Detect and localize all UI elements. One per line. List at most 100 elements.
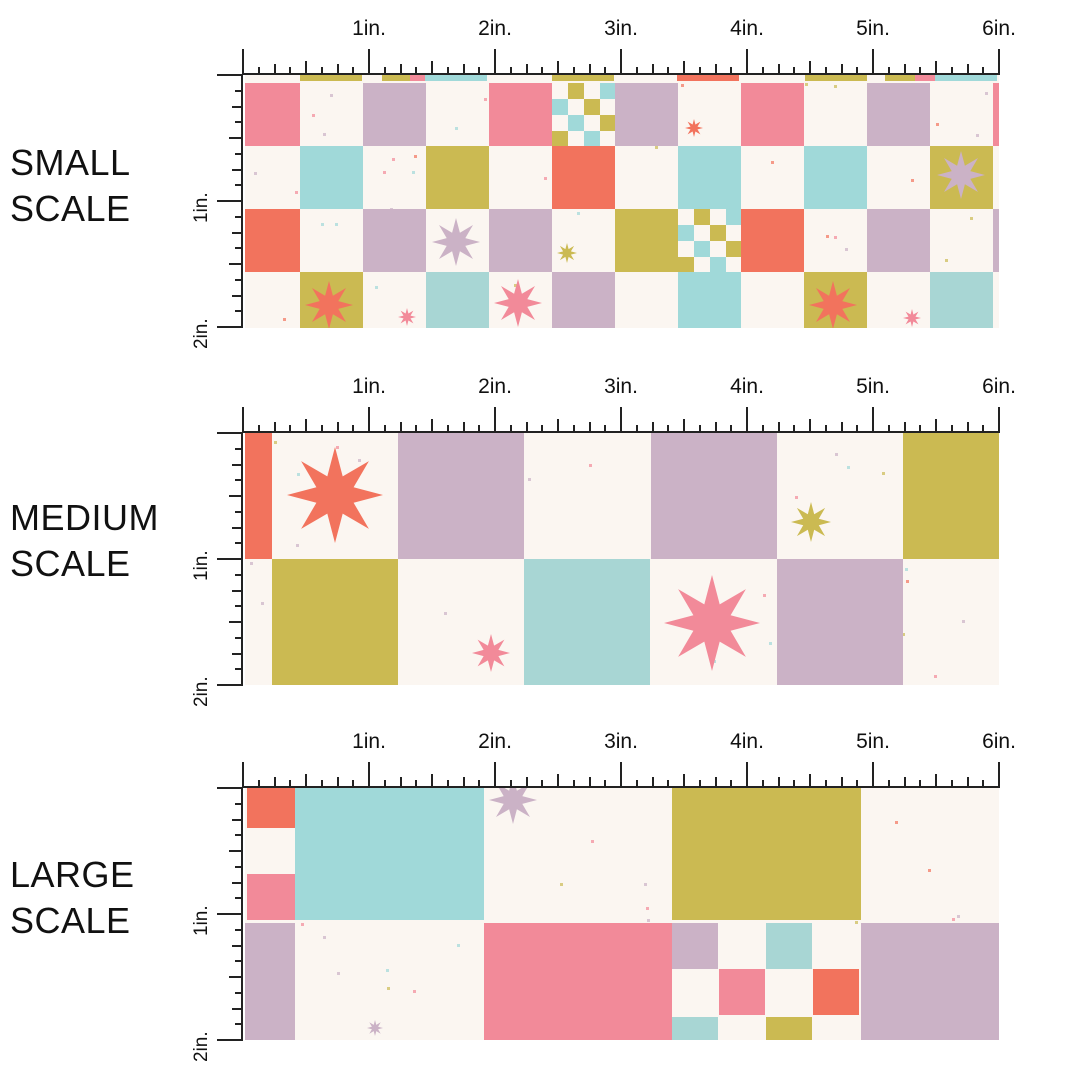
- ruler-tick: [336, 777, 339, 788]
- ruler-inch-label: 3in.: [604, 17, 638, 40]
- check-tile: [993, 83, 999, 146]
- ruler-tick: [809, 61, 811, 75]
- check-tile: [813, 969, 859, 1015]
- check-tile: [678, 146, 741, 209]
- ruler-tick: [730, 67, 733, 75]
- ruler-tick: [856, 425, 859, 433]
- speckle: [834, 453, 838, 457]
- ruler-tick: [541, 67, 544, 75]
- ruler-tick: [478, 67, 481, 75]
- speckle: [646, 918, 650, 922]
- check-tile: [426, 272, 489, 328]
- ruler-vertical-label: 1in.: [191, 550, 212, 581]
- ruler-tick: [824, 780, 827, 788]
- speckle: [560, 882, 564, 886]
- ruler-tick: [257, 780, 260, 788]
- ruler-tick: [604, 780, 607, 788]
- ruler-tick: [620, 762, 622, 788]
- speckle: [928, 869, 932, 873]
- speckle: [320, 222, 324, 226]
- speckle: [768, 642, 772, 646]
- eight-point-star-icon: [494, 279, 542, 327]
- check-tile: [930, 272, 993, 328]
- edge-strip: [935, 75, 997, 81]
- ruler-tick: [352, 67, 355, 75]
- ruler-tick: [651, 422, 654, 433]
- ruler-tick: [232, 463, 243, 466]
- mini-check-tile: [552, 83, 568, 99]
- ruler-tick: [446, 425, 449, 433]
- ruler-tick: [572, 780, 575, 788]
- ruler-tick: [935, 61, 937, 75]
- check-tile: [615, 83, 678, 146]
- ruler-tick: [235, 479, 243, 482]
- speckle: [970, 217, 974, 221]
- mini-check-tile: [694, 225, 710, 241]
- ruler-tick: [232, 231, 243, 234]
- speckle: [387, 986, 391, 990]
- ruler-tick: [235, 802, 243, 805]
- speckle: [961, 620, 965, 624]
- ruler-inch-label: 3in.: [604, 730, 638, 753]
- ruler-tick: [793, 780, 796, 788]
- ruler-tick: [651, 64, 654, 75]
- eight-point-star-icon: [809, 281, 857, 328]
- speckle: [382, 171, 386, 175]
- ruler-tick: [509, 67, 512, 75]
- eight-point-star-icon: [937, 151, 985, 199]
- speckle: [330, 94, 334, 98]
- speckle: [771, 160, 775, 164]
- ruler-tick: [235, 991, 243, 994]
- ruler-tick: [235, 89, 243, 92]
- ruler-inch-label: 6in.: [982, 17, 1016, 40]
- ruler-tick: [856, 780, 859, 788]
- small-scale-pattern: [245, 75, 999, 328]
- ruler-tick: [232, 1007, 243, 1010]
- ruler-inch-label: 5in.: [856, 730, 890, 753]
- ruler-tick: [667, 67, 670, 75]
- ruler-tick: [431, 774, 433, 788]
- check-tile: [719, 969, 765, 1015]
- check-tile: [489, 209, 552, 272]
- vertical-ruler: 1in. 2in.: [191, 432, 243, 707]
- eight-point-star-icon: [432, 218, 480, 266]
- ruler-tick: [229, 621, 243, 623]
- eight-point-star-icon: [685, 119, 703, 137]
- speckle: [825, 234, 829, 238]
- ruler-tick: [383, 780, 386, 788]
- ruler-vertical-label: 2in.: [191, 1031, 212, 1062]
- ruler-tick: [856, 67, 859, 75]
- small-scale-line1: SMALL: [10, 142, 131, 183]
- check-tile: [247, 788, 295, 828]
- large-scale-label: LARGE SCALE: [10, 852, 135, 944]
- check-tile: [363, 83, 426, 146]
- ruler-tick: [235, 542, 243, 545]
- speckle: [297, 473, 301, 477]
- horizontal-ruler: 1in. 2in. 3in. 4in. 5in. 6in.: [242, 730, 1016, 788]
- mini-check-tile: [584, 115, 600, 131]
- ruler-tick: [761, 425, 764, 433]
- ruler-tick: [935, 419, 937, 433]
- large-scale-line2: SCALE: [10, 900, 131, 941]
- speckle: [845, 247, 849, 251]
- ruler-tick: [588, 422, 591, 433]
- ruler-tick: [217, 684, 243, 686]
- ruler-tick: [217, 787, 243, 789]
- mini-check-tile: [694, 257, 710, 273]
- ruler-tick: [635, 425, 638, 433]
- speckle: [911, 178, 915, 182]
- speckle: [901, 632, 905, 636]
- ruler-tick: [809, 419, 811, 433]
- ruler-tick: [232, 168, 243, 171]
- mini-check-tile: [726, 257, 742, 273]
- ruler-inch-label: 5in.: [856, 375, 890, 398]
- ruler-tick: [588, 777, 591, 788]
- speckle: [905, 580, 909, 584]
- ruler-tick: [950, 780, 953, 788]
- ruler-tick: [336, 64, 339, 75]
- ruler-vertical-label: 2in.: [191, 676, 212, 707]
- speckle: [984, 91, 988, 95]
- ruler-tick: [620, 49, 622, 75]
- ruler-tick: [305, 61, 307, 75]
- ruler-tick: [242, 49, 244, 75]
